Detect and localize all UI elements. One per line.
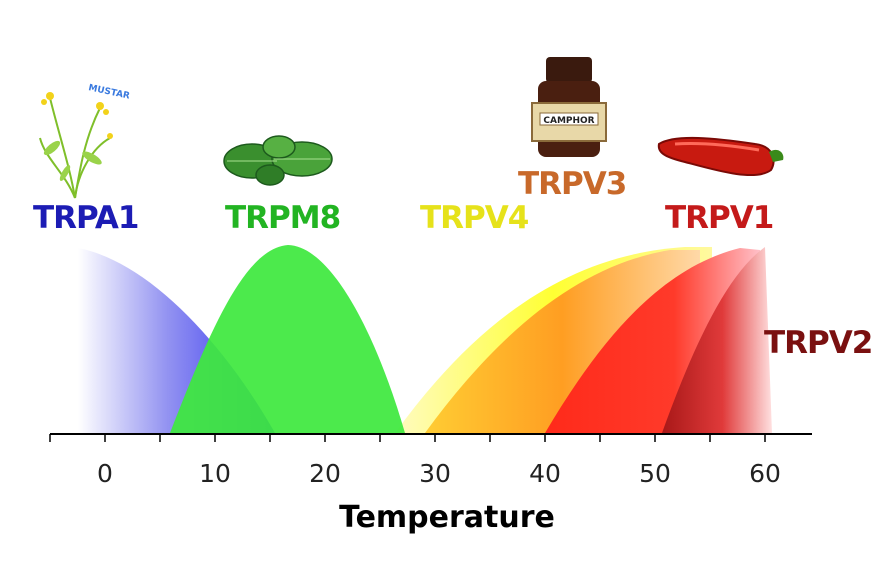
trpm8-curve bbox=[170, 245, 405, 433]
x-axis-tick-label: 50 bbox=[639, 459, 671, 488]
svg-text:MUSTARD: MUSTARD bbox=[87, 83, 130, 103]
mustard-plant-icon: MUSTARD bbox=[39, 83, 130, 199]
trpv2-label: TRPV2 bbox=[764, 325, 873, 361]
x-axis-tick-label: 60 bbox=[749, 459, 781, 488]
x-axis-tick-label: 10 bbox=[199, 459, 231, 488]
trpv1-label: TRPV1 bbox=[665, 200, 774, 236]
svg-text:CAMPHOR: CAMPHOR bbox=[543, 116, 594, 126]
x-axis-tick-label: 30 bbox=[419, 459, 451, 488]
trpv4-label: TRPV4 bbox=[420, 200, 529, 236]
trpv3-label: TRPV3 bbox=[518, 166, 627, 202]
x-axis-ticks: 0 10 20 30 40 50 60 bbox=[49, 434, 781, 488]
mint-leaves-icon bbox=[223, 135, 333, 186]
chili-pepper-icon bbox=[657, 136, 784, 177]
x-axis-tick-label: 40 bbox=[529, 459, 561, 488]
x-axis-tick-label: 20 bbox=[309, 459, 341, 488]
temperature-axis-title: Temperature bbox=[339, 500, 555, 535]
trpm8-label: TRPM8 bbox=[225, 200, 341, 236]
camphor-bottle-icon: CAMPHOR bbox=[531, 57, 607, 157]
trpa1-label: TRPA1 bbox=[33, 200, 139, 236]
x-axis-tick-label: 0 bbox=[97, 459, 113, 488]
trpv2-curve bbox=[662, 247, 772, 433]
